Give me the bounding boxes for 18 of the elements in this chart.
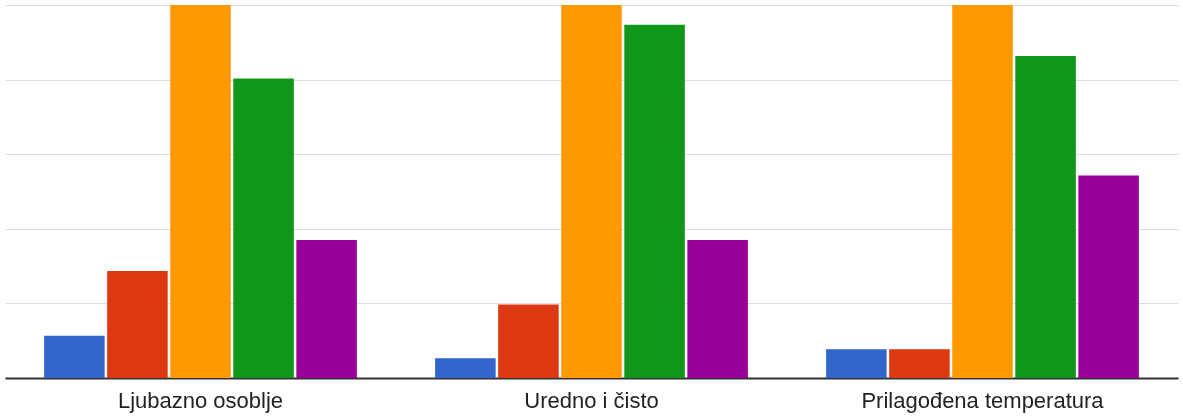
bar — [107, 270, 168, 378]
bar — [435, 358, 496, 378]
bar — [498, 304, 559, 378]
bar — [44, 335, 105, 378]
bar — [826, 349, 887, 378]
bar — [952, 5, 1013, 378]
bar — [1015, 56, 1076, 378]
bar — [296, 239, 357, 378]
bar — [170, 5, 231, 378]
x-tick-label: Ljubazno osoblje — [117, 387, 284, 413]
x-tick-label: Uredno i čisto — [524, 387, 659, 413]
bar — [1078, 175, 1139, 378]
bar — [561, 5, 622, 378]
bar — [889, 349, 950, 378]
x-tick-label: Prilagođena temperatura — [861, 387, 1105, 413]
bar — [624, 24, 685, 378]
bar — [687, 239, 748, 378]
bar — [233, 78, 294, 378]
